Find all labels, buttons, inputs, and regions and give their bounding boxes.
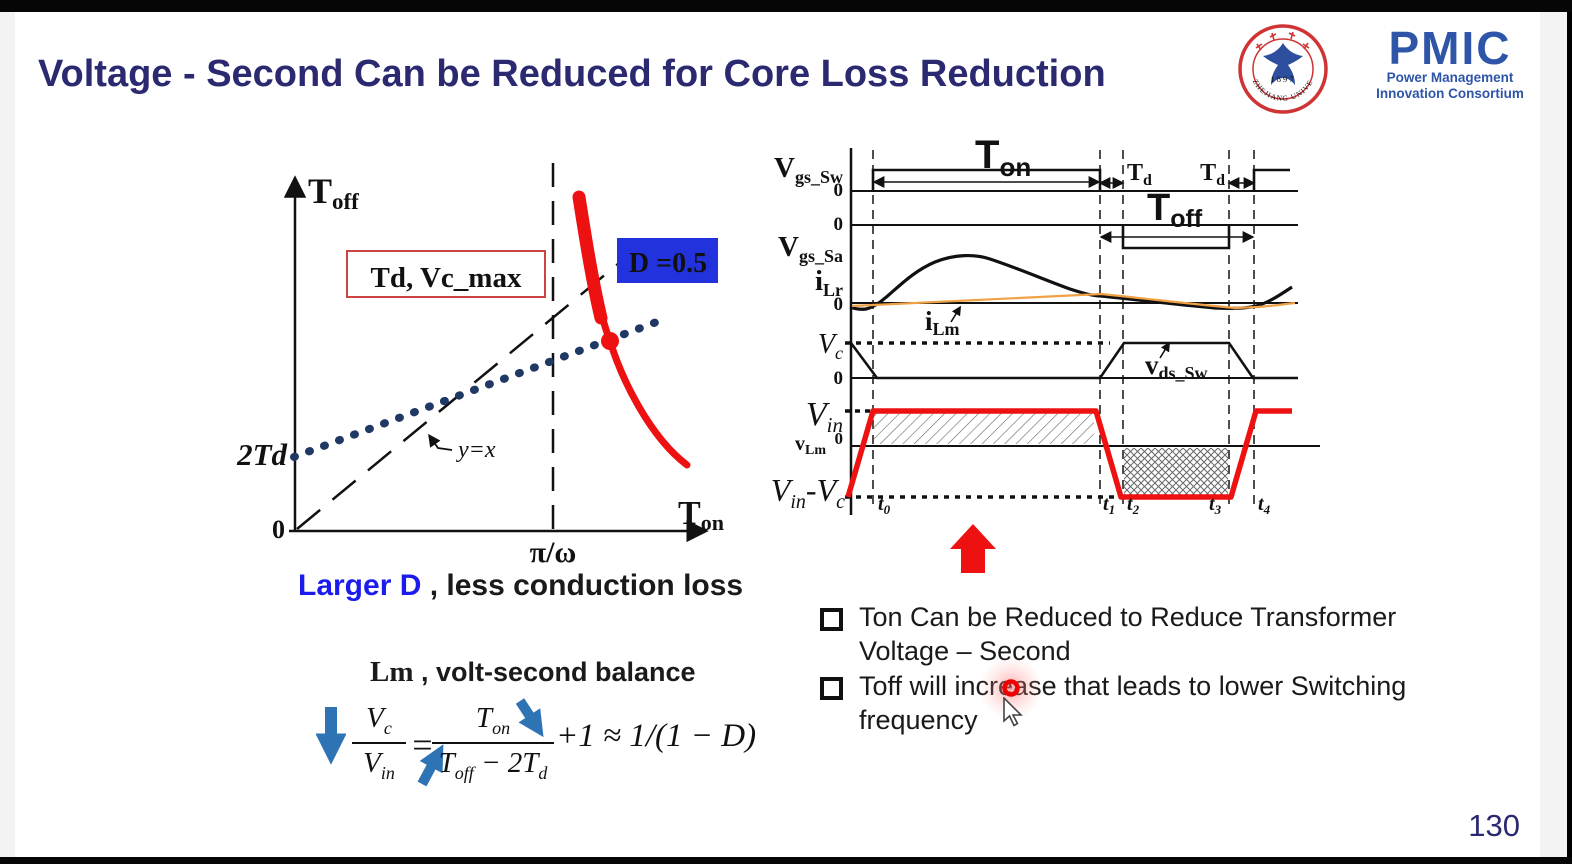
operating-point-dot: [601, 332, 619, 350]
red-curve-thick-top: [572, 190, 608, 325]
laser-dot: [1002, 679, 1020, 697]
pmic-wordmark: PMIC: [1388, 22, 1512, 74]
pi-omega-tick-label: π/ω: [530, 536, 577, 569]
red-up-arrow-icon: [950, 524, 996, 573]
x-axis-label: Ton: [678, 495, 724, 535]
down-right-arrow-icon: [515, 698, 544, 738]
ton-numerator: Ton: [432, 702, 554, 744]
equation-lhs-fraction: Vc Vin: [352, 702, 406, 784]
row5-zero-label: 0: [835, 429, 844, 448]
caption-rest: , less conduction loss: [421, 569, 744, 602]
time-label-t3: t3: [1209, 493, 1222, 517]
ilm-pointer-arrow: [950, 305, 962, 323]
equation-heading-rest: , volt-second balance: [413, 657, 696, 687]
y-axis-label: Toff: [308, 171, 359, 214]
td-left-label: Td: [1127, 160, 1152, 189]
duty-label: D =0.5: [629, 248, 707, 279]
equation-heading-lead: Lm: [370, 656, 414, 688]
vlm-axis-label: vLm: [795, 433, 826, 458]
positive-voltsecond-hatch: [874, 413, 1094, 444]
ilm-label: iLm: [925, 306, 960, 339]
vgs-sa-axis-label: Vgs_Sa: [778, 231, 843, 266]
toff-denominator: Toff − 2Td: [438, 746, 548, 783]
toff-vs-ton-chart: Td, Vc_max D =0.5 Toff Ton 0 2Td π/ω y=x: [236, 163, 724, 569]
zhejiang-university-logo: 1897 ZHEJIANG UNIVERSITY: [1236, 22, 1328, 114]
gutter-left: [0, 12, 15, 857]
identity-pointer-arrow: [428, 433, 453, 451]
square-bullet-icon: [820, 608, 843, 631]
down-arrow-icon: [316, 707, 346, 765]
bullet-item-2: Toff will increase that leads to lower S…: [820, 669, 1488, 737]
laser-pointer-highlight: [979, 656, 1043, 720]
toff-label: Toff: [1147, 187, 1203, 233]
row2-zero-label: 0: [834, 214, 844, 235]
pmic-tagline-2: Innovation Consortium: [1376, 86, 1524, 101]
intercept-label: 2Td: [236, 437, 287, 472]
negative-voltsecond-hatch: [1124, 448, 1228, 495]
vlm-waveform: [845, 408, 1292, 500]
ilm-curve: [851, 292, 1296, 310]
up-right-arrow-icon: [417, 744, 444, 787]
chart-caption: Larger D , less conduction loss: [298, 569, 743, 603]
origin-label: 0: [272, 515, 285, 544]
equation-heading: Lm , volt-second balance: [370, 656, 696, 689]
waveform-diagram: Ton Td Td Toff iLm vds_Sw t0 t1 t2 t3: [771, 134, 1320, 573]
equation-tail: +1 ≈ 1/(1 − D): [556, 718, 757, 754]
vds-sw-label: vds_Sw: [1145, 350, 1208, 383]
seal-year: 1897: [1271, 74, 1296, 84]
slide-background: [15, 12, 1540, 857]
vc-numerator: Vc: [352, 702, 406, 744]
vgs-sw-axis-label: Vgs_Sw: [774, 152, 843, 187]
page-number: 130: [1468, 808, 1520, 843]
td-right-label: Td: [1200, 160, 1225, 189]
caption-highlight: Larger D: [298, 569, 422, 602]
bullet-text-1: Ton Can be Reduced to Reduce Transformer…: [859, 602, 1397, 666]
time-label-t2: t2: [1127, 493, 1140, 517]
ilr-curve: [849, 254, 1293, 311]
seal-top-characters: [1255, 31, 1310, 51]
time-label-t0: t0: [878, 493, 891, 517]
td-vcmax-label: Td, Vc_max: [371, 262, 522, 294]
red-curve: [575, 193, 691, 469]
letterbox-top: [0, 0, 1572, 12]
time-label-t4: t4: [1258, 493, 1271, 517]
time-label-t1: t1: [1103, 493, 1115, 517]
bullet-text-2: Toff will increase that leads to lower S…: [859, 671, 1407, 735]
duty-box: [617, 238, 718, 283]
ton-label: Ton: [975, 134, 1031, 182]
equation-rhs-fraction: Ton Toff − 2Td: [432, 702, 554, 784]
pmic-tagline-1: Power Management: [1386, 70, 1514, 85]
vc-axis-label: Vc: [818, 329, 843, 363]
bullet-list: Ton Can be Reduced to Reduce Transformer…: [820, 600, 1488, 738]
pmic-logo: PMIC Power Management Innovation Consort…: [1352, 22, 1548, 102]
gutter-right: [1540, 12, 1567, 857]
mouse-cursor-icon[interactable]: [1002, 697, 1032, 731]
vds-pointer-arrow: [1159, 341, 1171, 359]
letterbox-bottom: [0, 857, 1572, 864]
row1-zero-label: 0: [834, 180, 844, 201]
ilr-axis-label: iLr: [815, 265, 843, 300]
vgs-sw-pulse-next: [1252, 168, 1290, 191]
td-vcmax-box: [346, 250, 546, 298]
vin-denominator: Vin: [363, 746, 395, 783]
row3-zero-label: 0: [834, 294, 844, 315]
toff-constraint-dotted-line: [290, 316, 666, 461]
square-bullet-icon: [820, 677, 843, 700]
bullet-item-1: Ton Can be Reduced to Reduce Transformer…: [820, 600, 1488, 668]
row4-zero-label: 0: [834, 368, 844, 389]
laser-glow: [979, 656, 1043, 720]
vin-minus-vc-axis-label: Vin-Vc: [771, 472, 845, 513]
slide-title: Voltage - Second Can be Reduced for Core…: [38, 53, 1106, 96]
eagle-emblem-icon: [1263, 43, 1303, 85]
identity-label: y=x: [456, 437, 496, 463]
vds-sw-waveform: [849, 341, 1298, 380]
